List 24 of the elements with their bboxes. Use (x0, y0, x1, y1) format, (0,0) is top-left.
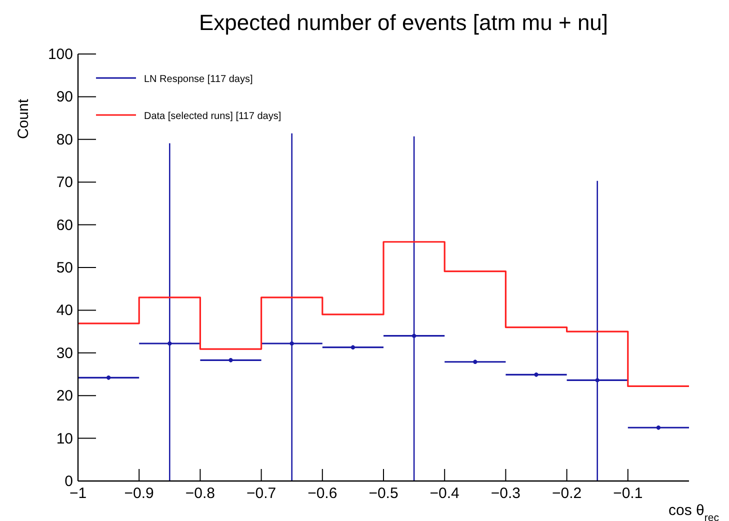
y-tick-label: 20 (56, 388, 73, 405)
y-tick-label: 90 (56, 88, 73, 106)
x-tick-label: −0.6 (308, 485, 338, 502)
y-axis-title: Count (15, 98, 32, 140)
x-tick-label: −0.9 (124, 485, 154, 502)
y-tick-label: 10 (56, 430, 73, 448)
y-tick-label: 100 (48, 46, 73, 63)
y-tick-label: 70 (56, 174, 73, 192)
y-tick-label: 80 (56, 131, 73, 148)
x-tick-label: −0.2 (552, 485, 582, 502)
y-tick-label: 30 (56, 344, 73, 362)
chart-title: Expected number of events [atm mu + nu] (198, 10, 608, 35)
y-tick-label: 50 (56, 260, 73, 276)
x-axis-title: cos θ$_{rec}$ (668, 502, 719, 521)
legend-label: Data [selected runs] [117 days] (144, 111, 282, 122)
y-tick-label: 40 (56, 302, 73, 320)
x-tick-label: −0.3 (490, 485, 521, 502)
y-tick-label: 60 (56, 216, 73, 234)
x-tick-label: −0.8 (185, 485, 216, 502)
x-tick-label: −0.5 (368, 485, 398, 502)
legend-label: LN Response [117 days] (144, 74, 253, 85)
x-tick-label: −0.4 (430, 485, 460, 502)
x-tick-label: −0.7 (246, 485, 276, 502)
x-tick-label: −0.1 (613, 485, 643, 502)
